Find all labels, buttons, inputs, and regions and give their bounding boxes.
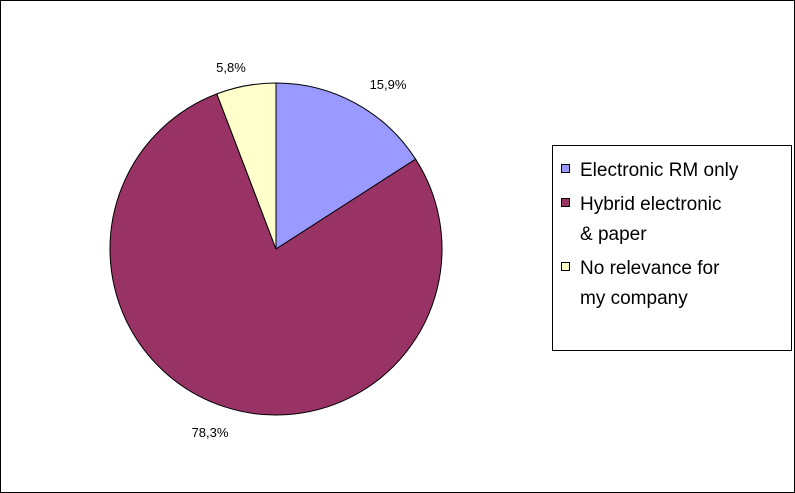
data-label-electronic-rm-only: 15,9%: [370, 77, 407, 92]
data-label-no-relevance: 5,8%: [216, 60, 246, 75]
legend-label-no-relevance-line-1: No relevance for: [580, 258, 720, 279]
legend-swatch-electronic-rm-only: [561, 164, 570, 173]
legend-label-hybrid-line-2: & paper: [580, 224, 647, 245]
legend-item-electronic-rm-only: Electronic RM only: [561, 156, 783, 186]
slice-hybrid-electronic-paper: [109, 93, 443, 416]
legend-label-hybrid-line-1: Hybrid electronic: [580, 194, 722, 215]
legend-label-electronic-rm-only: Electronic RM only: [580, 160, 739, 181]
pie-slices: [109, 82, 443, 416]
legend-swatch-no-relevance: [561, 262, 570, 271]
legend-label-no-relevance-line-2: my company: [580, 288, 688, 309]
legend: Electronic RM only Hybrid electronic & p…: [552, 145, 792, 351]
slice-electronic-rm-only: [275, 82, 417, 250]
legend-swatch-hybrid-electronic-paper: [561, 198, 570, 207]
legend-item-hybrid-electronic-paper: Hybrid electronic & paper: [561, 190, 783, 250]
slice-no-relevance: [216, 82, 277, 250]
legend-item-no-relevance: No relevance for my company: [561, 254, 783, 314]
pie-data-labels: 15,9% 78,3% 5,8%: [192, 60, 407, 440]
data-label-hybrid-electronic-paper: 78,3%: [192, 425, 229, 440]
